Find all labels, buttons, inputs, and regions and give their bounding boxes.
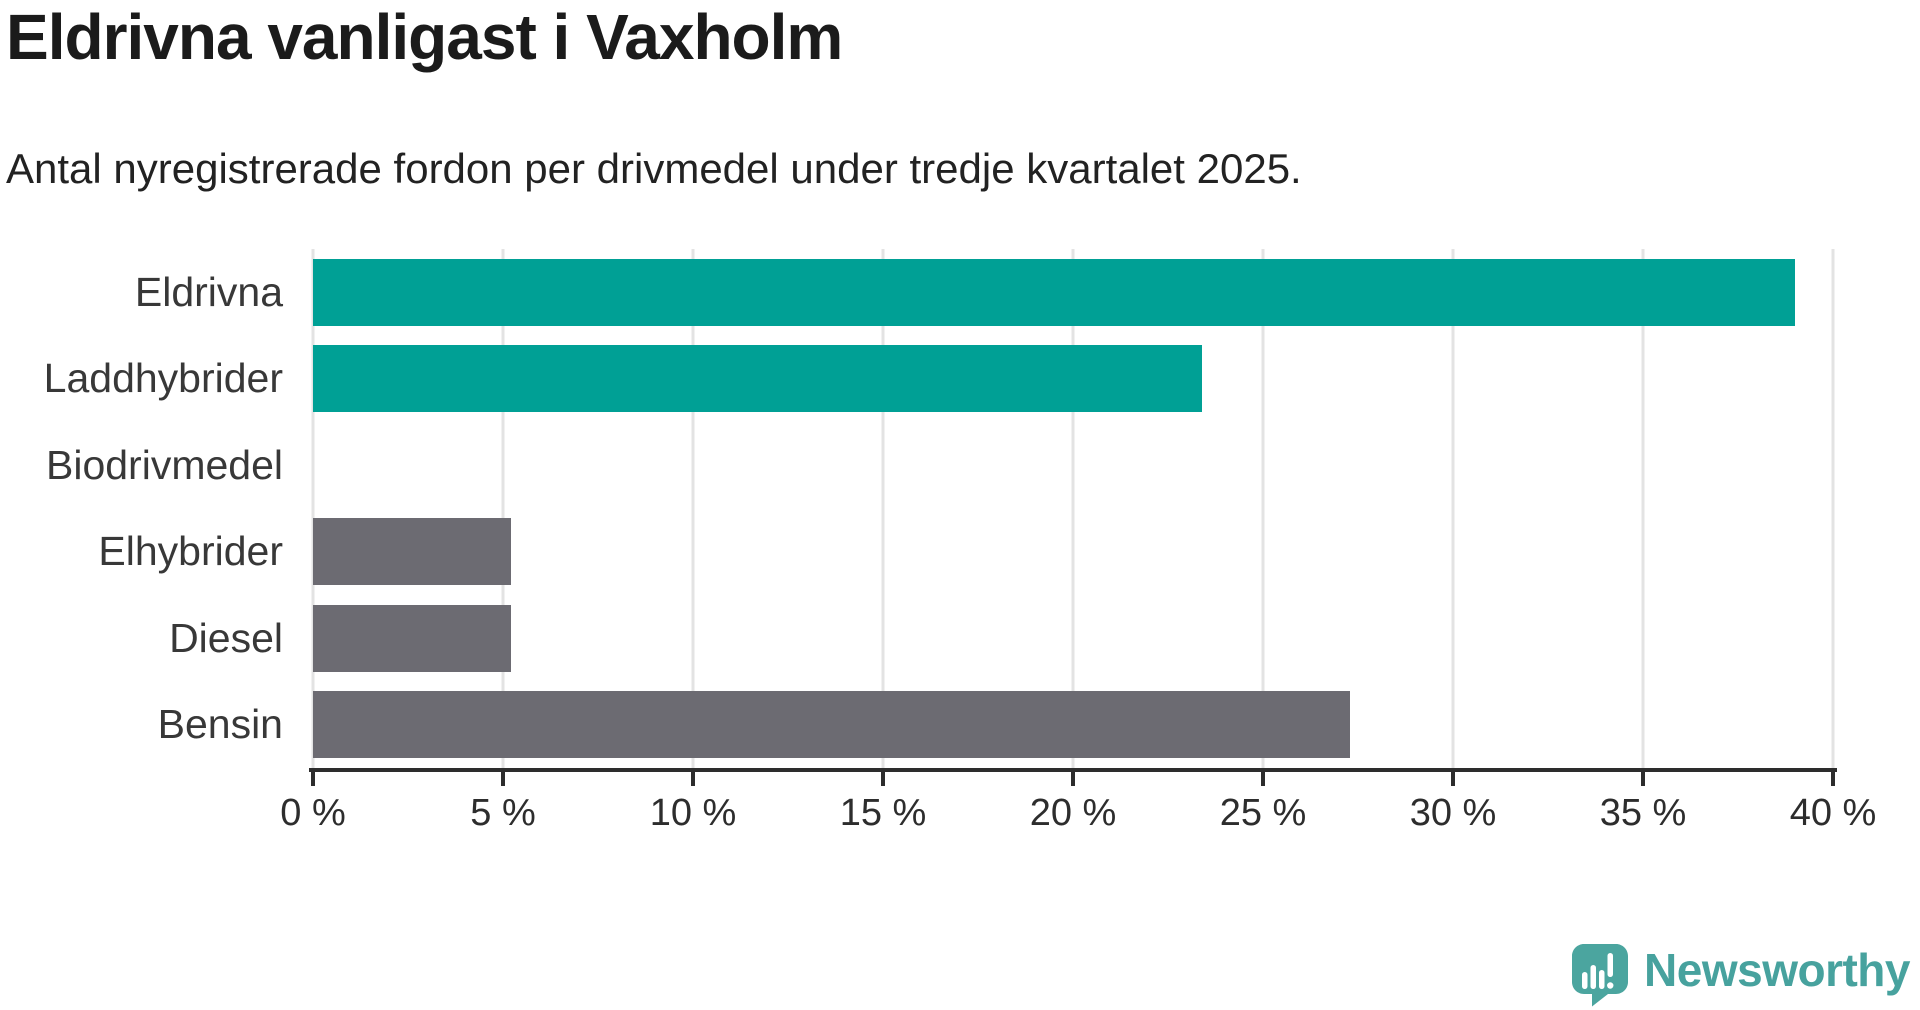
category-label: Bensin — [157, 701, 283, 748]
gridline — [1261, 249, 1265, 768]
brand-name: Newsworthy — [1644, 943, 1910, 996]
gridline — [501, 249, 505, 768]
axis-tick-label: 0 % — [280, 792, 346, 834]
gridline — [1451, 249, 1455, 768]
axis-tick-label: 40 % — [1789, 792, 1877, 834]
category-label: Biodrivmedel — [46, 441, 283, 488]
brand-footer: Newsworthy — [1572, 944, 1910, 1007]
axis-tick-label: 10 % — [649, 792, 737, 834]
axis-tick — [881, 768, 885, 786]
axis-tick — [1261, 768, 1265, 786]
axis-tick — [1641, 768, 1645, 786]
axis-tick-label: 20 % — [1029, 792, 1117, 834]
axis-tick — [1451, 768, 1455, 786]
axis-tick-label: 15 % — [839, 792, 927, 834]
axis-tick-label: 35 % — [1599, 792, 1687, 834]
gridline — [1831, 249, 1835, 768]
axis-tick-label: 5 % — [470, 792, 536, 834]
bar-eldrivna — [313, 258, 1795, 326]
gridline — [881, 249, 885, 768]
axis-tick — [311, 768, 315, 786]
x-axis-line — [309, 768, 1837, 772]
gridline — [691, 249, 695, 768]
category-label: Eldrivna — [134, 268, 283, 315]
axis-tick-label: 25 % — [1219, 792, 1307, 834]
bar-chart: Eldrivna Laddhybrider Biodrivmedel Elhybrid… — [0, 249, 1920, 834]
chart-title: Eldrivna vanligast i Vaxholm — [6, 1, 843, 73]
plot-area: 0 % 5 % 10 % 15 % 20 % 25 % 30 % 35 % 40 % — [280, 249, 1876, 834]
axis-tick — [1071, 768, 1075, 786]
axis-tick — [691, 768, 695, 786]
gridline — [1071, 249, 1075, 768]
chart-subtitle: Antal nyregistrerade fordon per drivmede… — [6, 145, 1302, 192]
bar-bensin — [313, 691, 1351, 759]
newsworthy-logo-icon — [1572, 944, 1629, 1007]
category-label: Diesel — [169, 614, 283, 661]
bar-diesel — [313, 604, 511, 672]
gridline — [311, 249, 315, 768]
axis-tick — [1831, 768, 1835, 786]
bar-laddhybrider — [313, 345, 1203, 413]
bar-elhybrider — [313, 518, 511, 586]
category-label: Laddhybrider — [43, 355, 283, 402]
category-labels: Eldrivna Laddhybrider Biodrivmedel Elhybrid… — [0, 249, 283, 768]
axis-tick — [501, 768, 505, 786]
axis-tick-label: 30 % — [1409, 792, 1497, 834]
category-label: Elhybrider — [98, 528, 283, 575]
gridline — [1641, 249, 1645, 768]
